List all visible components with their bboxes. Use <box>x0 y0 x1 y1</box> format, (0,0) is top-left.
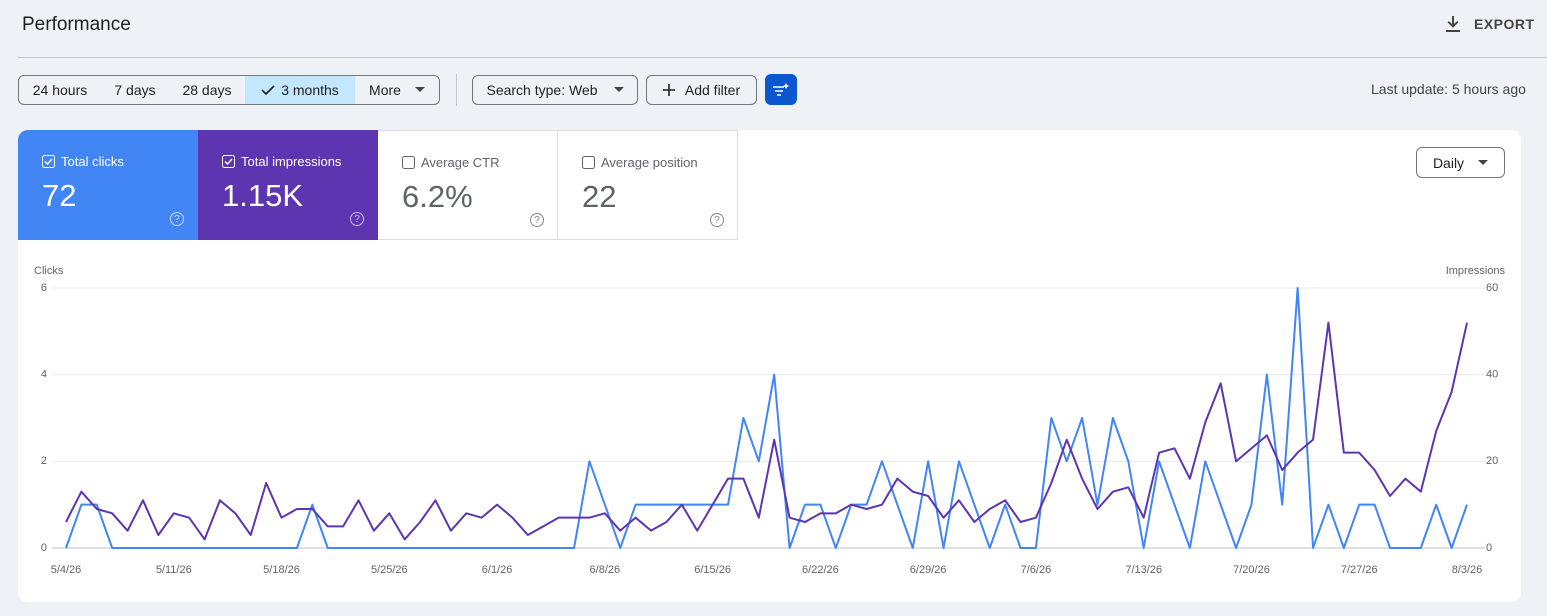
y-tick-label: 2 <box>41 455 47 467</box>
plus-icon <box>662 84 675 96</box>
svg-text:?: ? <box>174 214 180 225</box>
range-button[interactable]: 24 hours <box>18 75 102 105</box>
y-tick-label: 4 <box>41 369 47 381</box>
range-label: 28 days <box>182 82 232 98</box>
check-icon <box>261 85 275 96</box>
y2-tick-label: 60 <box>1486 282 1498 294</box>
x-tick-label: 7/20/26 <box>1233 564 1270 576</box>
x-tick-label: 6/22/26 <box>802 564 839 576</box>
help-icon: ? <box>170 212 184 226</box>
x-tick-label: 5/18/26 <box>263 564 300 576</box>
dropdown-arrow <box>613 87 624 92</box>
metric-value: 22 <box>582 179 617 214</box>
svg-text:?: ? <box>714 215 720 226</box>
metric-value: 1.15K <box>222 178 304 213</box>
last-update: Last update: 5 hours ago <box>1371 81 1526 97</box>
x-tick-label: 7/27/26 <box>1341 564 1378 576</box>
dropdown-arrow <box>1478 159 1489 165</box>
range-button[interactable]: 28 days <box>169 75 246 105</box>
y2-tick-label: 20 <box>1486 455 1498 467</box>
range-label: 24 hours <box>32 82 88 98</box>
help-icon: ? <box>350 212 364 226</box>
y2-axis-title: Impressions <box>1446 265 1506 277</box>
series-line <box>65 287 1468 549</box>
page-title: Performance <box>22 14 131 35</box>
metric-tile[interactable]: Total clicks 72 ? <box>18 130 198 240</box>
metric-tile[interactable]: Total impressions 1.15K ? <box>198 130 378 240</box>
download-icon <box>1446 16 1460 32</box>
filter-button[interactable] <box>765 74 797 105</box>
x-tick-label: 6/8/26 <box>590 564 621 576</box>
x-tick-label: 6/1/26 <box>482 564 513 576</box>
checkbox <box>582 156 595 169</box>
series-line <box>65 321 1468 541</box>
x-tick-label: 5/11/26 <box>156 564 192 576</box>
metric-tile[interactable]: Average CTR 6.2% ? <box>378 130 558 240</box>
checkbox <box>402 156 415 169</box>
granularity-dropdown[interactable]: Daily <box>1416 147 1505 178</box>
dropdown-arrow <box>414 87 425 92</box>
filter-icon <box>773 82 789 96</box>
metric-label: Total clicks <box>61 154 124 169</box>
granularity-label: Daily <box>1432 154 1465 171</box>
x-tick-label: 5/25/26 <box>371 564 408 576</box>
metric-value: 72 <box>42 178 77 213</box>
add-filter-button[interactable]: Add filter <box>646 75 757 105</box>
x-tick-label: 7/6/26 <box>1021 564 1052 576</box>
metric-label: Average position <box>601 155 698 170</box>
search-type-label: Search type: Web <box>486 82 598 98</box>
y2-tick-label: 0 <box>1486 542 1492 554</box>
x-tick-label: 6/29/26 <box>910 564 947 576</box>
range-label: More <box>369 82 401 98</box>
x-tick-label: 7/13/26 <box>1125 564 1162 576</box>
range-more-button[interactable]: More <box>355 75 440 105</box>
svg-text:?: ? <box>354 214 360 225</box>
help-icon: ? <box>710 213 724 227</box>
x-tick-label: 5/4/26 <box>51 564 82 576</box>
add-filter-label: Add filter <box>684 82 741 98</box>
search-type-button[interactable]: Search type: Web <box>472 75 638 105</box>
metric-label: Total impressions <box>241 154 342 169</box>
range-label: 3 months <box>281 82 339 98</box>
y-tick-label: 6 <box>41 282 47 294</box>
checkbox-checked <box>222 155 235 168</box>
range-button-selected[interactable]: 3 months <box>245 75 356 105</box>
svg-text:?: ? <box>534 215 540 226</box>
range-label: 7 days <box>114 82 156 98</box>
metric-tile[interactable]: Average position 22 ? <box>558 130 738 240</box>
toolbar-divider <box>456 74 457 106</box>
y-tick-label: 0 <box>41 542 47 554</box>
header-divider <box>18 57 1547 58</box>
export-label: EXPORT <box>1474 16 1535 32</box>
y-axis-title: Clicks <box>34 265 64 277</box>
metric-value: 6.2% <box>402 179 473 214</box>
checkbox-checked <box>42 155 55 168</box>
x-tick-label: 8/3/26 <box>1452 564 1483 576</box>
x-tick-label: 6/15/26 <box>694 564 731 576</box>
export-button[interactable]: EXPORT <box>1444 15 1535 33</box>
metric-label: Average CTR <box>421 155 500 170</box>
help-icon: ? <box>530 213 544 227</box>
y2-tick-label: 40 <box>1486 369 1498 381</box>
